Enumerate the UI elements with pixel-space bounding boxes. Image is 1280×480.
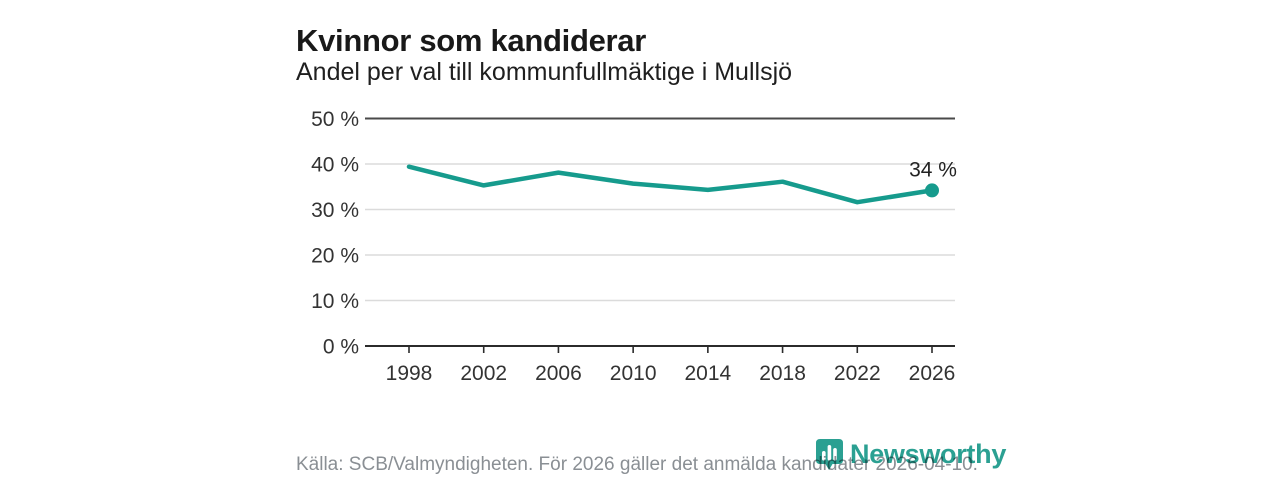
source-note: Källa: SCB/Valmyndigheten. För 2026 gäll… [296, 454, 978, 475]
newsworthy-barchart-pin-icon [816, 439, 843, 470]
y-axis-label: 50 % [311, 108, 359, 131]
x-axis-label: 2010 [610, 362, 657, 385]
y-axis-label: 20 % [311, 245, 359, 268]
data-line [406, 164, 935, 205]
y-axis-label: 30 % [311, 199, 359, 222]
x-axis-label: 2002 [460, 362, 507, 385]
newsworthy-logo: Newsworthy [815, 438, 1006, 471]
last-point-label: 34 % [909, 158, 957, 181]
chart-subtitle: Andel per val till kommunfullmäktige i M… [296, 58, 793, 86]
x-axis-label: 2006 [535, 362, 582, 385]
y-axis-label: 0 % [323, 336, 359, 359]
y-axis-label: 40 % [311, 154, 359, 177]
chart-title: Kvinnor som kandiderar [296, 22, 646, 58]
last-point-marker [925, 183, 939, 198]
y-axis-label: 10 % [311, 290, 359, 313]
x-axis-label: 2014 [684, 362, 731, 385]
x-axis-label: 1998 [386, 362, 433, 385]
x-axis-label: 2022 [834, 362, 881, 385]
x-axis-label: 2018 [759, 362, 806, 385]
newsworthy-logo-text: Newsworthy [850, 439, 1007, 469]
x-axis-label: 2026 [909, 362, 956, 385]
